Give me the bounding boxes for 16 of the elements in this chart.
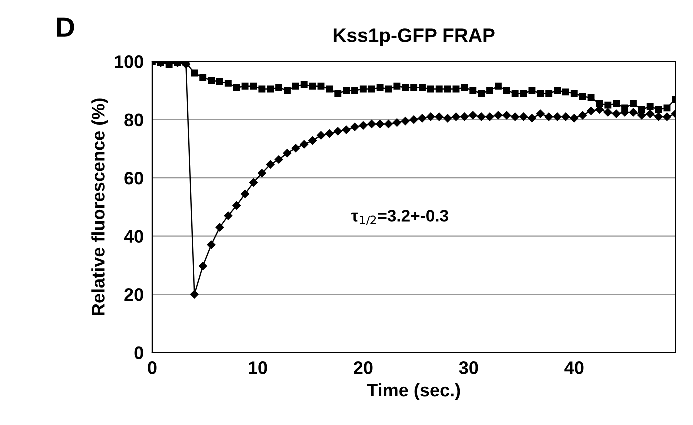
y-tick-label: 100 [115,56,144,68]
y-axis-title: Relative fluorescence (%) [92,98,108,316]
y-tick-label: 60 [124,172,144,185]
y-tick-label: 20 [124,288,144,302]
y-tick-label: 80 [124,114,144,127]
x-tick-label: 0 [148,362,157,374]
annotation: τ$_{1/2}$=3.2+-0.3 [351,210,448,226]
x-tick-label: 30 [459,362,478,374]
x-axis-title: Time (sec.) [367,383,460,400]
chart-title: Kss1p-GFP FRAP [334,28,495,46]
x-tick-label: 40 [564,362,584,374]
y-tick-label: 40 [124,230,144,244]
x-tick-label: 20 [354,362,373,374]
text: D [57,18,74,37]
y-tick-label: 0 [134,346,144,360]
x-tick-label: 10 [249,362,268,374]
